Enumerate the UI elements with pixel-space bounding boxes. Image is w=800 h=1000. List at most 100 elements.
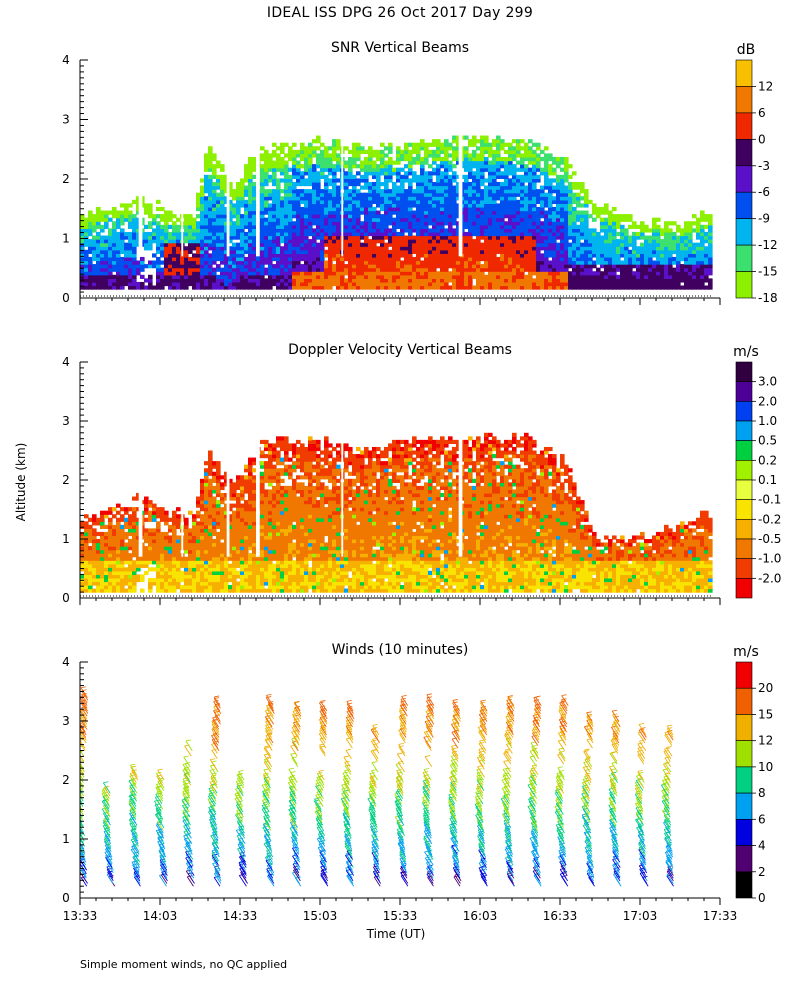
data-cell: [344, 189, 349, 194]
data-cell: [480, 224, 485, 229]
data-cell: [708, 231, 713, 237]
data-cell: [324, 217, 329, 222]
data-cell: [212, 181, 217, 187]
data-cell: [596, 278, 601, 283]
data-cell: [200, 178, 205, 183]
data-cell: [320, 153, 325, 158]
data-cell: [524, 264, 529, 269]
data-cell: [84, 531, 89, 537]
data-cell: [84, 567, 89, 572]
data-cell: [708, 260, 713, 265]
data-cell: [204, 281, 209, 287]
data-cell: [280, 203, 285, 208]
data-cell: [364, 181, 369, 187]
data-cell: [296, 242, 301, 247]
data-cell: [124, 253, 129, 258]
data-cell: [520, 217, 525, 222]
data-cell: [348, 203, 353, 208]
data-cell: [280, 278, 285, 283]
data-cell: [452, 149, 457, 155]
data-cell: [168, 253, 173, 258]
data-cell: [212, 196, 217, 201]
data-cell: [384, 214, 389, 219]
data-cell: [176, 260, 181, 265]
data-cell: [320, 271, 325, 276]
data-cell: [108, 542, 113, 547]
data-cell: [212, 256, 217, 262]
data-cell: [640, 264, 645, 269]
data-cell: [252, 253, 257, 258]
data-cell: [660, 267, 665, 272]
y-tick-label: 4: [62, 53, 70, 67]
data-cell: [408, 171, 413, 176]
data-cell: [356, 196, 361, 201]
data-cell: [408, 203, 413, 208]
data-cell: [488, 203, 493, 208]
data-cell: [204, 167, 209, 172]
data-cell: [136, 264, 141, 269]
data-cell: [240, 214, 245, 219]
data-cell: [208, 156, 213, 162]
data-cell: [500, 185, 505, 190]
data-cell: [556, 256, 561, 262]
data-cell: [384, 278, 389, 283]
data-cell: [572, 278, 577, 283]
data-cell: [92, 563, 97, 568]
data-cell: [492, 239, 497, 244]
data-cell: [408, 253, 413, 258]
data-cell: [480, 156, 485, 162]
data-cell: [196, 214, 201, 219]
data-cell: [384, 221, 389, 226]
data-cell: [472, 142, 477, 147]
data-cell: [124, 249, 129, 254]
data-cell: [592, 210, 597, 215]
data-cell: [312, 164, 317, 169]
data-cell: [476, 267, 481, 272]
data-cell: [572, 196, 577, 201]
data-cell: [384, 228, 389, 233]
colorbar-swatch: [735, 139, 753, 167]
data-cell: [288, 221, 293, 226]
data-cell: [424, 149, 429, 155]
data-cell: [336, 271, 341, 276]
data-cell: [588, 256, 593, 262]
data-cell: [528, 156, 533, 162]
data-cell: [328, 146, 333, 151]
data-cell: [84, 570, 89, 575]
data-cell: [300, 278, 305, 283]
data-cell: [596, 281, 601, 287]
data-cell: [284, 285, 289, 290]
data-cell: [372, 242, 377, 247]
data-cell: [696, 228, 701, 233]
data-cell: [580, 214, 585, 219]
data-cell: [300, 228, 305, 233]
data-cell: [488, 260, 493, 265]
data-cell: [508, 210, 513, 215]
data-cell: [92, 221, 97, 226]
data-cell: [544, 278, 549, 283]
data-cell: [392, 160, 397, 165]
data-cell: [100, 281, 105, 287]
data-cell: [692, 221, 697, 226]
data-cell: [412, 142, 417, 147]
data-cell: [464, 167, 469, 172]
data-cell: [500, 146, 505, 151]
data-cell: [568, 203, 573, 208]
data-cell: [616, 256, 621, 262]
data-cell: [100, 514, 105, 519]
data-cell: [484, 228, 489, 233]
data-cell: [448, 206, 453, 212]
data-cell: [504, 239, 509, 244]
data-cell: [248, 210, 253, 215]
data-cell: [408, 249, 413, 254]
data-cell: [424, 160, 429, 165]
data-cell: [232, 235, 237, 240]
data-cell: [492, 185, 497, 190]
data-cell: [200, 228, 205, 233]
data-cell: [416, 217, 421, 222]
data-cell: [532, 189, 537, 194]
data-cell: [564, 164, 569, 169]
data-cell: [320, 142, 325, 147]
data-cell: [652, 246, 657, 251]
data-cell: [664, 246, 669, 251]
